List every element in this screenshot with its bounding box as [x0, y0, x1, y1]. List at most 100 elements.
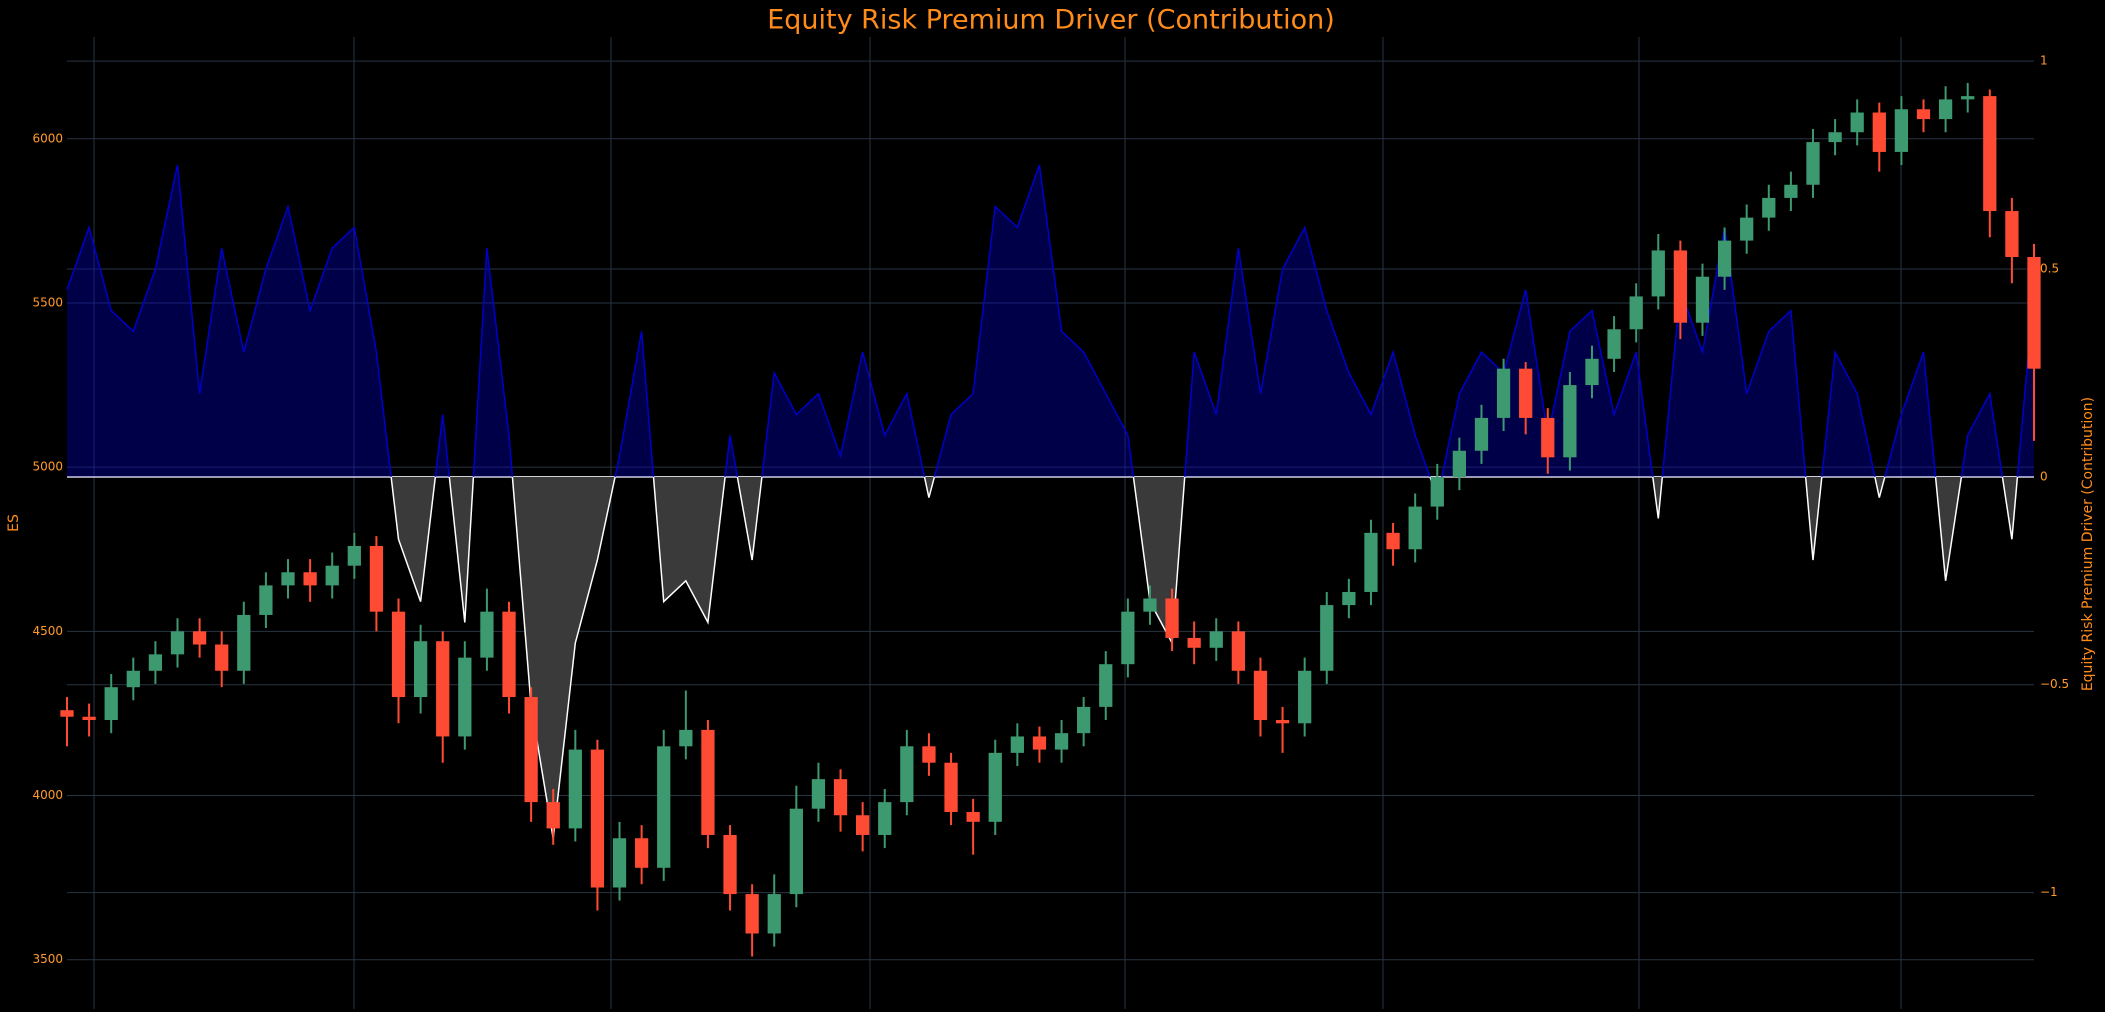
y2-tick-label: −1: [2040, 885, 2058, 899]
candle-body: [988, 752, 1002, 822]
y2-axis-title: Equity Risk Premium Driver (Contribution…: [2080, 397, 2096, 691]
candle-body: [1784, 184, 1798, 198]
candle-body: [1872, 112, 1886, 152]
candle-body: [1762, 197, 1776, 218]
candle-body: [170, 631, 185, 655]
candle-body: [546, 802, 560, 829]
candle-body: [237, 614, 251, 671]
y2-tick-label: 0: [2040, 469, 2048, 483]
candle-body: [1585, 358, 1599, 386]
candle-body: [1430, 477, 1444, 507]
candle-body: [1651, 250, 1665, 297]
candle-body: [679, 729, 693, 747]
contribution-area-negative: [67, 476, 2034, 839]
candle-body: [82, 716, 96, 721]
candle-body: [856, 815, 870, 835]
candle-body: [1408, 506, 1422, 550]
contribution-line-positive: [66, 164, 2035, 477]
candle-body: [1983, 96, 1997, 212]
candle-body: [789, 808, 803, 895]
candle-body: [1828, 132, 1842, 143]
candle-body: [60, 710, 74, 717]
y-tick-label: 3500: [32, 952, 63, 966]
candle-body: [900, 746, 914, 803]
candle-body: [657, 746, 671, 868]
candle-body: [966, 811, 980, 822]
candle-body: [2027, 257, 2041, 369]
candle-body: [436, 641, 450, 737]
candle-body: [612, 838, 627, 888]
y-tick-label: 6000: [32, 131, 63, 145]
candle-body: [1054, 733, 1069, 750]
candle-body: [1032, 736, 1047, 750]
candle-body: [391, 611, 406, 698]
candle-body: [1717, 240, 1732, 277]
candle-body: [502, 611, 516, 698]
candle-body: [347, 545, 361, 566]
candle-body: [1894, 109, 1909, 152]
candle-body: [878, 802, 892, 835]
candle-body: [1253, 670, 1268, 721]
y-tick-label: 5500: [32, 295, 63, 309]
candle-body: [1342, 591, 1356, 606]
candle-body: [1320, 605, 1334, 671]
candle-body: [480, 611, 494, 658]
candle-body: [1938, 99, 1953, 120]
candle-body: [1541, 417, 1555, 458]
contribution: [66, 164, 2035, 839]
candle-body: [1695, 276, 1710, 323]
candle-body: [767, 894, 781, 934]
candle-body: [1187, 637, 1201, 648]
chart-title: Equity Risk Premium Driver (Contribution…: [767, 5, 1335, 36]
candle-body: [1916, 109, 1931, 120]
candle-body: [104, 687, 118, 721]
candle-body: [1275, 720, 1290, 724]
candle-body: [568, 749, 582, 829]
candle-body: [833, 779, 848, 816]
candle-body: [1452, 450, 1467, 478]
y-axis-title: ES: [6, 514, 22, 532]
candle-body: [1496, 368, 1511, 418]
candle-body: [1607, 329, 1621, 359]
candle-body: [1673, 250, 1688, 323]
candle-body: [215, 644, 229, 671]
candle-body: [1850, 112, 1864, 133]
candle-body: [148, 654, 163, 671]
candle-body: [1165, 598, 1179, 638]
candle-body: [811, 779, 826, 809]
candle-body: [2005, 211, 2019, 258]
candle-body: [1629, 296, 1643, 330]
candle-body: [1563, 385, 1577, 458]
candle-body: [1099, 664, 1113, 707]
y-tick-label: 4500: [32, 624, 63, 638]
candle-body: [413, 641, 428, 698]
candle-body: [1231, 631, 1245, 671]
candle-body: [1806, 142, 1820, 185]
y-tick-label: 4000: [32, 788, 63, 802]
candle-body: [458, 657, 472, 737]
candle-body: [590, 749, 605, 888]
x-grid: [93, 37, 1902, 1009]
candle-body: [1740, 217, 1754, 241]
candle-body: [922, 746, 936, 763]
candle-body: [126, 670, 140, 688]
y2-tick-label: −0.5: [2040, 677, 2069, 691]
candle-body: [1364, 532, 1378, 592]
candle-body: [303, 572, 317, 586]
candle-body: [1209, 631, 1223, 648]
candle-body: [259, 585, 273, 615]
y2-tick-label: 1: [2040, 54, 2048, 68]
candle-body: [723, 834, 737, 895]
candle-body: [1010, 736, 1024, 753]
candle-body: [1143, 598, 1157, 612]
candle-body: [1121, 611, 1135, 665]
candle-body: [745, 894, 759, 934]
candle-body: [634, 838, 649, 868]
labels: 3500 4000 4500 5000 5500 6000 −1 −0.5 0 0.5 1: [32, 54, 2069, 967]
candle-body: [944, 762, 958, 812]
candle-body: [325, 565, 339, 586]
candle-body: [1298, 670, 1312, 724]
candle-body: [701, 729, 715, 835]
